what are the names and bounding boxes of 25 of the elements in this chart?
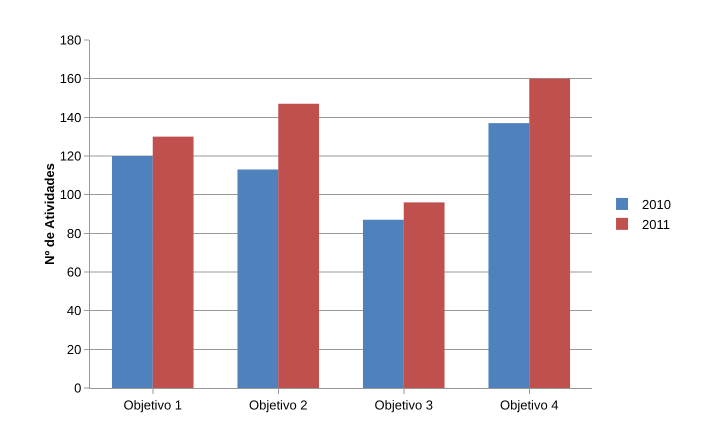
bar — [278, 104, 320, 388]
bar — [404, 202, 445, 388]
y-tick-label: 180 — [60, 32, 82, 48]
bar — [529, 78, 570, 388]
legend-label: 2011 — [642, 216, 670, 232]
y-tick-label: 80 — [66, 226, 82, 241]
x-tick-label: Objetivo 3 — [374, 398, 434, 413]
y-axis-title: Nº de Atividades — [42, 163, 57, 265]
y-tick-label: 100 — [60, 187, 82, 202]
y-tick-label: 60 — [66, 264, 82, 280]
y-tick-label: 40 — [66, 303, 82, 318]
bar — [488, 123, 530, 388]
bar — [237, 170, 278, 388]
y-tick-label: 0 — [74, 380, 82, 396]
x-tick-label: Objetivo 4 — [500, 398, 559, 413]
legend-label: 2010 — [642, 197, 671, 212]
y-tick-label: 140 — [60, 110, 82, 125]
bar — [112, 156, 153, 388]
y-tick-label: 120 — [60, 148, 82, 164]
x-tick-label: Objetivo 1 — [123, 398, 182, 413]
bar — [152, 136, 194, 388]
y-tick-label: 160 — [60, 71, 82, 86]
x-tick-label: Objetivo 2 — [248, 398, 308, 413]
bar — [362, 220, 404, 388]
y-tick-label: 20 — [66, 342, 82, 357]
